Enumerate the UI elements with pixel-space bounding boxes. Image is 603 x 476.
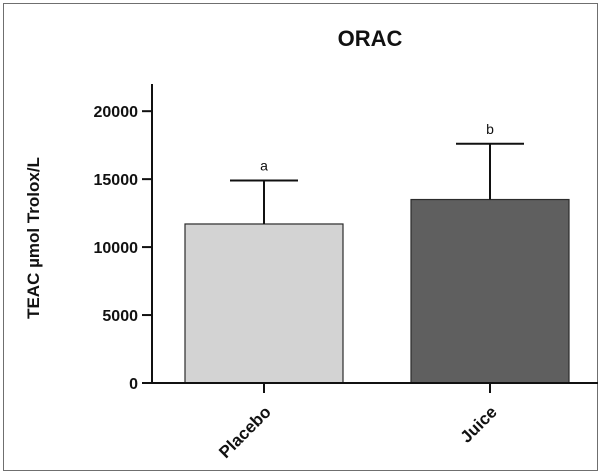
chart-title: ORAC [338, 26, 403, 51]
y-tick-label-0: 0 [129, 376, 138, 393]
bar-placebo [184, 223, 344, 384]
plot-area: a Placebo b Juice 0 5000 10000 15000 20000 [94, 84, 598, 462]
x-tick-label-placebo: Placebo [215, 402, 275, 462]
y-tick-label-5000: 5000 [102, 308, 138, 325]
y-tick-label-20000: 20000 [94, 104, 139, 121]
significance-label-juice: b [486, 121, 494, 137]
y-tick-label-15000: 15000 [94, 172, 139, 189]
x-tick-label-juice: Juice [457, 402, 501, 446]
y-tick-label-10000: 10000 [94, 240, 139, 257]
significance-label-placebo: a [260, 157, 268, 173]
y-axis-label: TEAC µmol Trolox/L [24, 157, 43, 319]
bar-juice [410, 198, 570, 384]
